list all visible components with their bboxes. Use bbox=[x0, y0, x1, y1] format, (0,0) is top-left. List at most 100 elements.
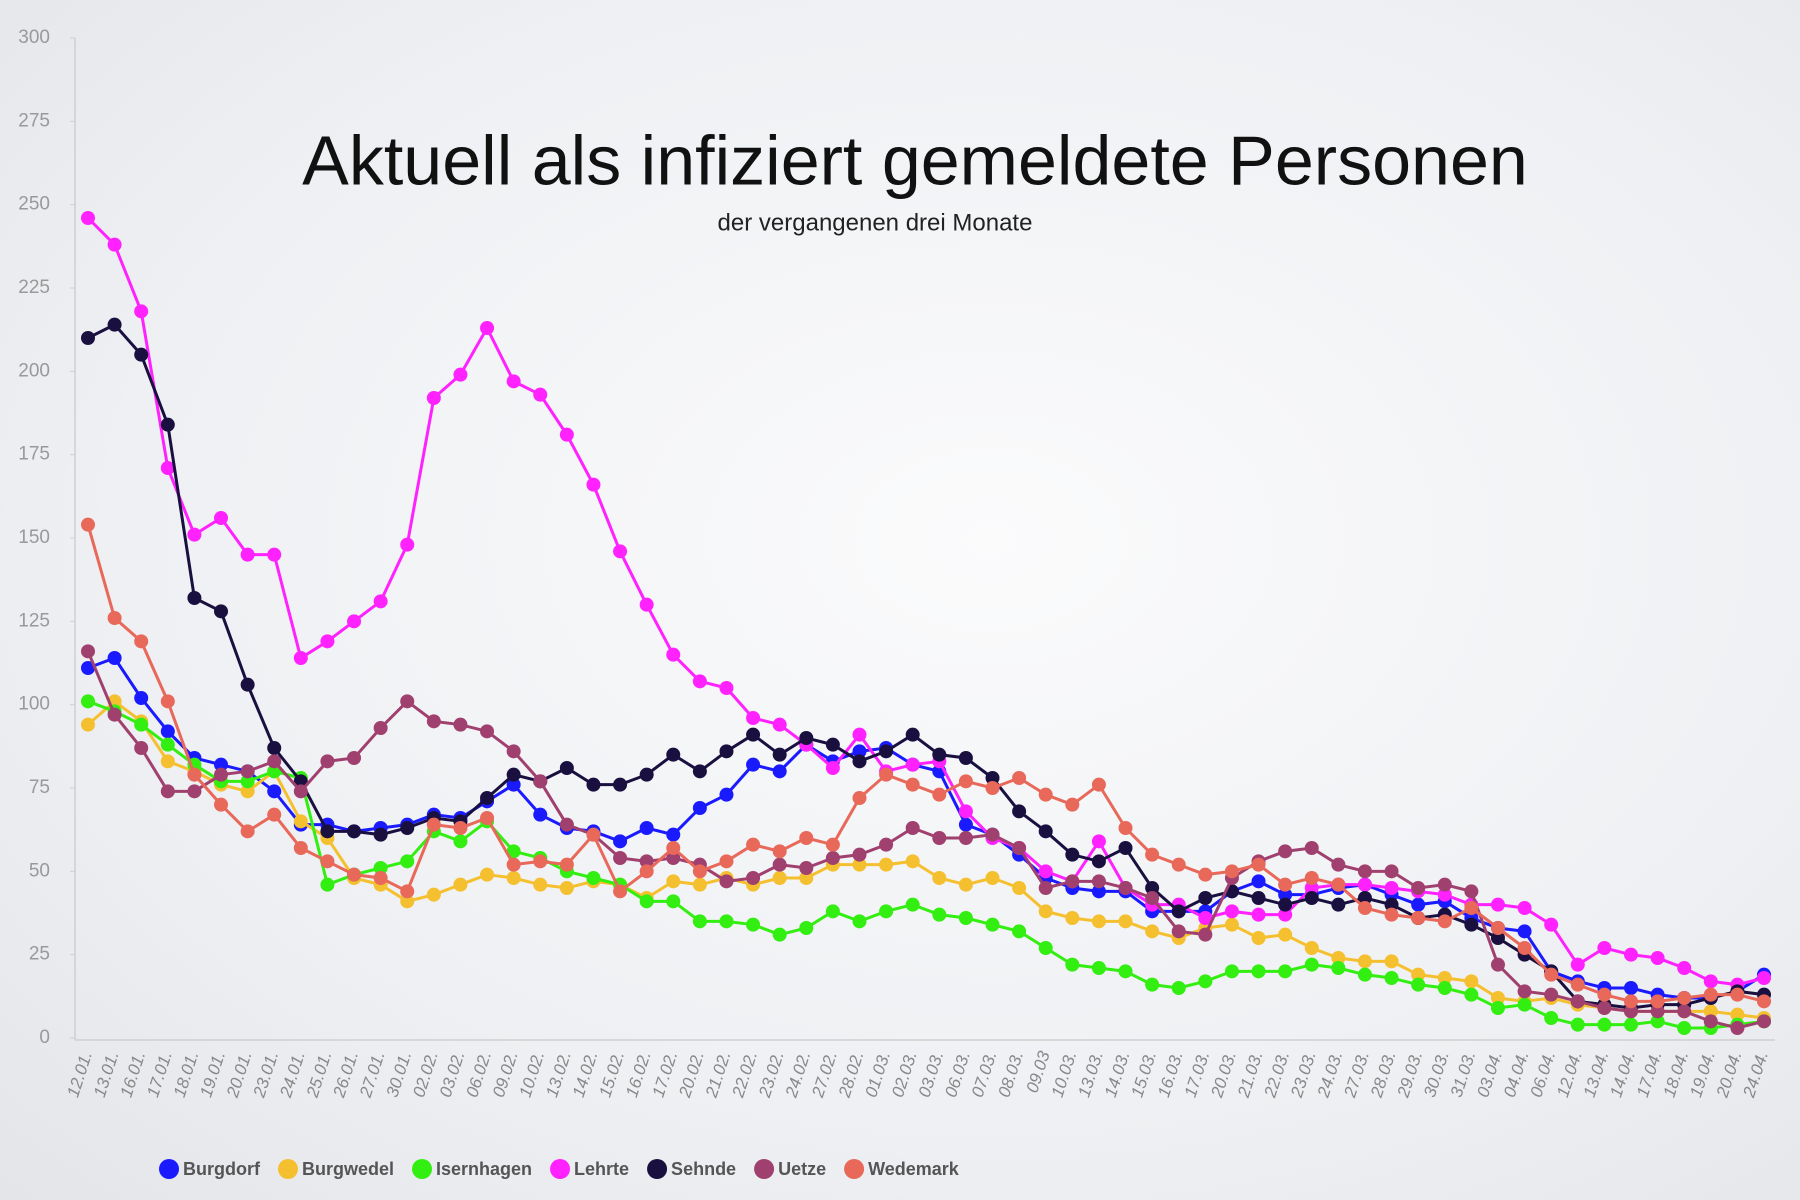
data-point bbox=[1038, 904, 1053, 919]
data-point bbox=[214, 767, 229, 782]
data-point bbox=[958, 817, 973, 832]
data-point bbox=[772, 857, 787, 872]
data-point bbox=[1757, 1014, 1771, 1029]
data-point bbox=[373, 827, 388, 842]
data-point bbox=[1517, 924, 1532, 939]
data-point bbox=[1278, 964, 1293, 979]
y-tick-label: 0 bbox=[39, 1027, 50, 1048]
data-point bbox=[240, 764, 255, 779]
data-point bbox=[692, 914, 707, 929]
data-point bbox=[1038, 881, 1053, 895]
data-point bbox=[1278, 887, 1293, 902]
data-point bbox=[187, 784, 202, 799]
data-point bbox=[1464, 987, 1479, 1002]
chart-subtitle: der vergangenen drei Monate bbox=[718, 209, 1033, 236]
data-point bbox=[692, 864, 707, 879]
data-point bbox=[1677, 1004, 1692, 1019]
data-point bbox=[480, 811, 495, 825]
data-point bbox=[240, 547, 255, 562]
data-point bbox=[1278, 844, 1293, 859]
data-point bbox=[107, 611, 122, 625]
data-point bbox=[533, 807, 548, 822]
data-point bbox=[1171, 857, 1186, 872]
data-point bbox=[719, 744, 734, 759]
data-point bbox=[240, 824, 255, 839]
legend-label: Lehrte bbox=[574, 1159, 629, 1179]
data-point bbox=[1012, 881, 1027, 895]
data-point bbox=[1490, 931, 1505, 945]
data-point bbox=[586, 777, 601, 792]
data-point bbox=[320, 877, 335, 892]
data-point bbox=[1357, 877, 1372, 892]
data-point bbox=[453, 717, 468, 732]
data-point bbox=[81, 211, 95, 225]
data-point bbox=[692, 764, 707, 779]
y-tick-label: 200 bbox=[18, 360, 50, 381]
data-point bbox=[1464, 974, 1479, 989]
data-point bbox=[958, 877, 973, 892]
data-point bbox=[1357, 967, 1372, 982]
data-point bbox=[81, 517, 95, 532]
data-point bbox=[1650, 1014, 1665, 1029]
data-point bbox=[799, 831, 814, 845]
data-point bbox=[1437, 877, 1452, 892]
data-point bbox=[1544, 967, 1559, 982]
data-point bbox=[453, 877, 468, 892]
data-point bbox=[1623, 981, 1638, 995]
legend-marker bbox=[550, 1159, 571, 1179]
data-point bbox=[134, 304, 149, 319]
data-point bbox=[400, 894, 415, 909]
data-point bbox=[1278, 907, 1293, 922]
data-point bbox=[533, 854, 548, 869]
data-point bbox=[400, 884, 415, 899]
data-point bbox=[1331, 897, 1346, 912]
data-point bbox=[1384, 971, 1399, 985]
y-tick-label: 275 bbox=[18, 110, 50, 131]
series-line bbox=[86, 524, 1765, 1003]
data-point bbox=[772, 717, 787, 732]
data-point bbox=[905, 727, 920, 742]
data-point bbox=[1517, 984, 1532, 999]
data-point bbox=[160, 694, 175, 709]
data-point bbox=[879, 857, 894, 872]
data-point bbox=[1224, 964, 1239, 979]
data-point bbox=[1490, 897, 1505, 912]
data-point bbox=[879, 837, 894, 852]
data-point bbox=[160, 737, 175, 752]
data-point bbox=[639, 864, 654, 879]
data-point bbox=[1623, 947, 1638, 962]
data-point bbox=[1357, 891, 1372, 905]
y-tick-label: 225 bbox=[18, 277, 50, 298]
y-tick-label: 300 bbox=[18, 27, 50, 48]
data-point bbox=[134, 347, 149, 362]
data-point bbox=[1411, 967, 1426, 982]
data-point bbox=[134, 634, 149, 649]
data-point bbox=[373, 594, 388, 609]
data-point bbox=[1038, 941, 1053, 955]
data-point bbox=[134, 691, 149, 705]
data-point bbox=[293, 814, 308, 829]
series-line bbox=[86, 216, 1765, 987]
data-point bbox=[1091, 914, 1106, 929]
data-point bbox=[320, 754, 335, 769]
data-point bbox=[1464, 884, 1479, 899]
data-point bbox=[1304, 891, 1319, 905]
data-point bbox=[1757, 994, 1771, 1009]
data-point bbox=[1012, 804, 1027, 819]
data-point bbox=[1145, 977, 1160, 992]
data-point bbox=[799, 921, 814, 935]
data-point bbox=[1331, 951, 1346, 965]
data-point bbox=[613, 851, 628, 865]
data-point bbox=[107, 651, 122, 665]
data-point bbox=[799, 871, 814, 885]
data-point bbox=[214, 797, 229, 812]
data-point bbox=[985, 871, 1000, 885]
data-point bbox=[1357, 954, 1372, 969]
data-point bbox=[825, 761, 840, 775]
data-point bbox=[1065, 797, 1080, 812]
data-point bbox=[1411, 911, 1426, 925]
data-point bbox=[1251, 931, 1266, 945]
data-point bbox=[958, 831, 973, 845]
data-point bbox=[426, 887, 441, 902]
data-point bbox=[426, 817, 441, 832]
